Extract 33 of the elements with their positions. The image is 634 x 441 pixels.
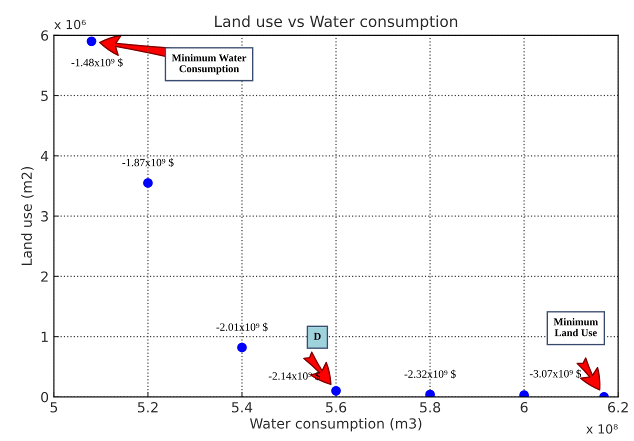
point xyxy=(425,390,435,397)
x-tick-label: 5.4 xyxy=(232,402,252,413)
y-tick-label: 0 xyxy=(41,392,48,402)
annotation: Minimum Land Use xyxy=(554,318,598,336)
y-axis-title: Land use (m2) xyxy=(21,167,34,265)
point xyxy=(143,178,153,188)
data-label: -3.07x10⁹ $ xyxy=(530,369,582,378)
chart-title: Land use vs Water consumption xyxy=(215,15,458,30)
text: x 10⁸ xyxy=(586,424,618,434)
annotation: D xyxy=(314,332,321,340)
data-label: -1.48x10⁹ $ xyxy=(71,58,123,68)
data-label: -2.32x10⁹ $ xyxy=(404,370,456,379)
x-tick-label: 5.8 xyxy=(420,402,440,413)
y-tick-label: 3 xyxy=(41,211,48,222)
text: x 10⁶ xyxy=(54,20,86,30)
point xyxy=(86,36,96,46)
data-label: -1.87x10⁹ $ xyxy=(122,158,174,168)
x-tick-label: 6.2 xyxy=(608,402,628,413)
x-tick-label: 5.6 xyxy=(326,402,346,413)
x-tick-label: 5.2 xyxy=(138,402,158,413)
x-tick-label: 5 xyxy=(50,402,58,413)
y-tick-label: 1 xyxy=(42,332,48,342)
y-tick-label: 5 xyxy=(41,90,48,102)
y-tick-label: 4 xyxy=(40,150,48,162)
annotation: Minimum Water Consumption xyxy=(172,54,246,74)
point xyxy=(237,342,247,352)
y-tick-label: 2 xyxy=(41,271,48,282)
data-label: -2.01x10⁹ $ xyxy=(216,322,268,332)
data-label: -2.14x10⁹ $ xyxy=(268,372,320,381)
y-tick-label: 6 xyxy=(41,30,48,41)
point xyxy=(331,386,341,396)
x-axis-title: Water consumption (m3) xyxy=(250,418,422,432)
x-tick-label: 6 xyxy=(520,402,528,413)
